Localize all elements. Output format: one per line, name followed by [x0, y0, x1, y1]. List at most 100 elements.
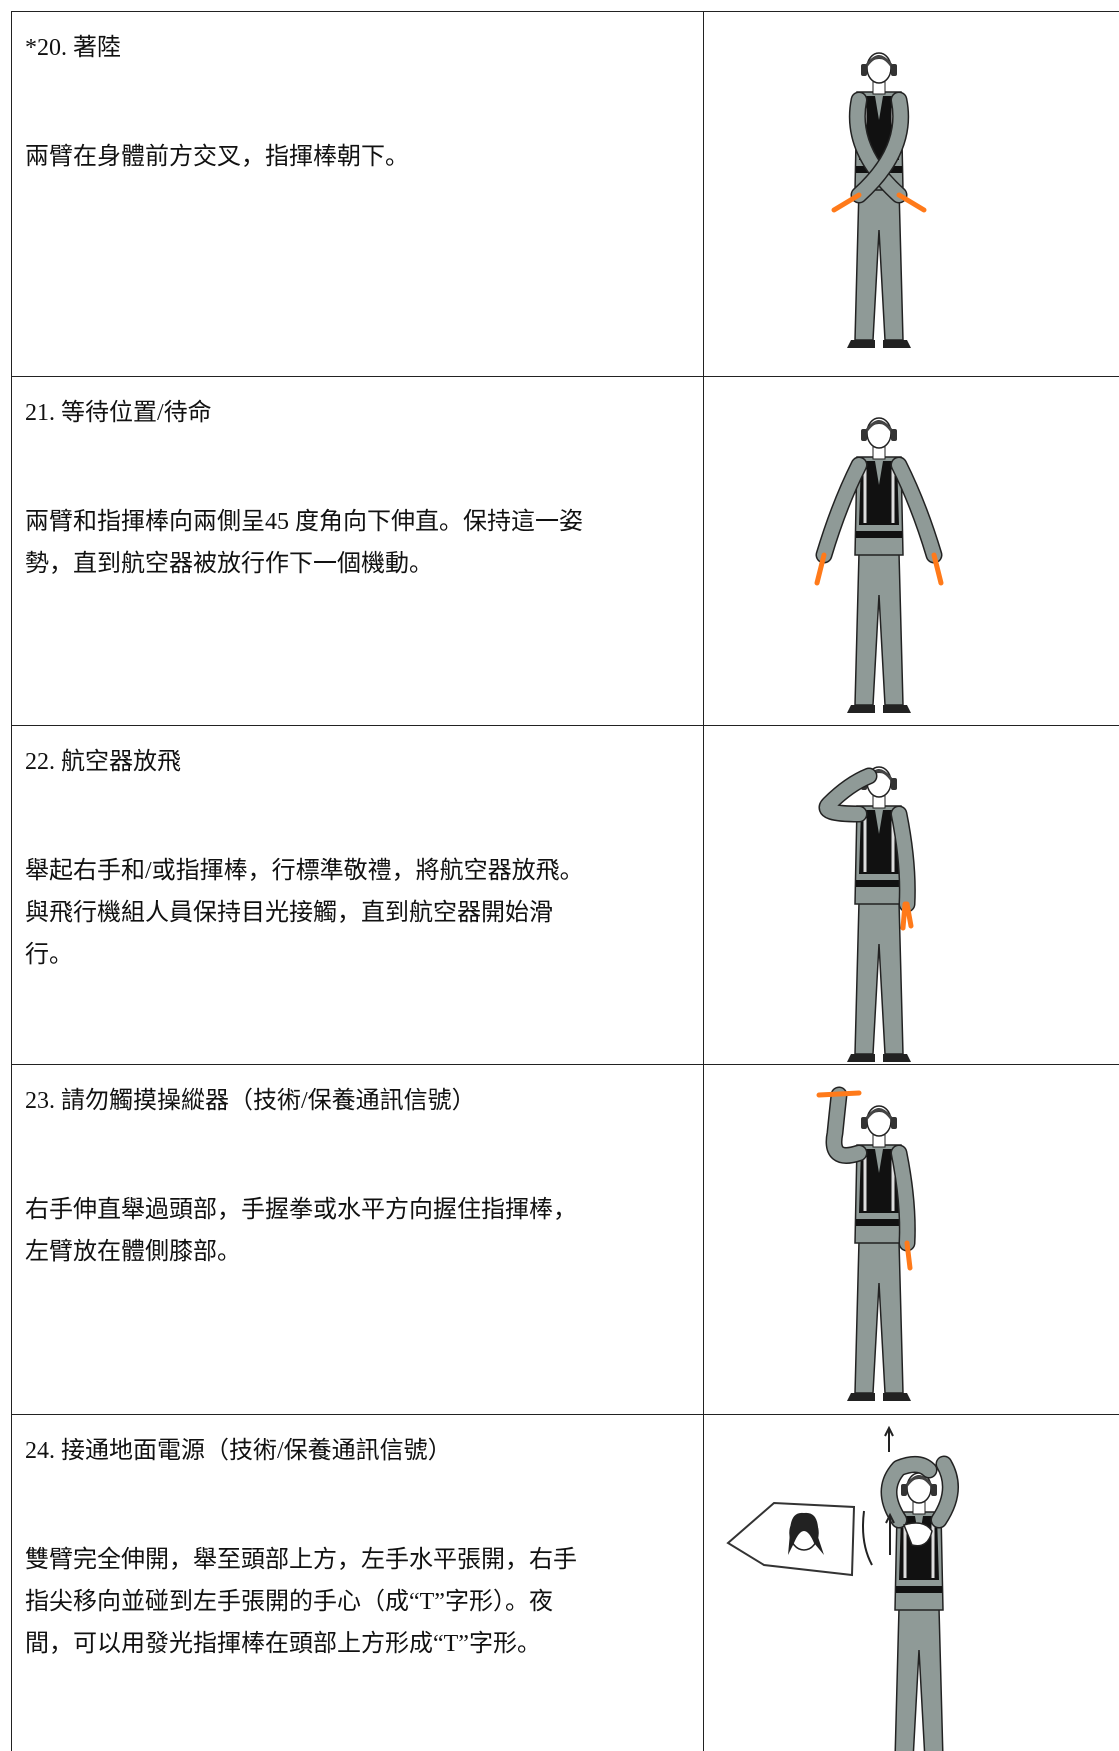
belt [856, 1219, 902, 1226]
headset [863, 420, 895, 434]
figure-cell [704, 1415, 1119, 1751]
headset [863, 55, 895, 69]
description-line: 與飛行機組人員保持目光接觸，直到航空器開始滑 [25, 900, 553, 926]
arrow [884, 1425, 894, 1452]
feet [847, 705, 911, 713]
ear [891, 429, 897, 441]
figure-wrap [816, 1086, 916, 1401]
text-cell: 21. 等待位置/待命兩臂和指揮棒向兩側呈45 度角向下伸直。保持這一姿 勢，直到… [12, 377, 704, 725]
legs [854, 901, 904, 1055]
description-line: 勢，直到航空器被放行作下一個機動。 [25, 551, 433, 577]
legs [854, 552, 904, 706]
belt [896, 1586, 942, 1593]
headset [903, 1475, 935, 1489]
arm [827, 1088, 866, 1163]
text-cell: *20. 著陸兩臂在身體前方交叉，指揮棒朝下。 [12, 12, 704, 376]
description-line: 右手伸直舉過頭部，手握拳或水平方向握住指揮棒， [25, 1197, 577, 1223]
legs [854, 187, 904, 341]
text-cell: 22. 航空器放飛舉起右手和/或指揮棒，行標準敬禮，將航空器放飛。 與飛行機組人員… [12, 726, 704, 1064]
signal-description: 兩臂和指揮棒向兩側呈45 度角向下伸直。保持這一姿 勢，直到航空器被放行作下一個機… [25, 501, 583, 585]
ear [891, 1117, 897, 1129]
description-line: 兩臂在身體前方交叉，指揮棒朝下。 [25, 144, 409, 170]
table-row: 22. 航空器放飛舉起右手和/或指揮棒，行標準敬禮，將航空器放飛。 與飛行機組人員… [11, 725, 1119, 1064]
figure-cell [704, 12, 1119, 376]
table-row: *20. 著陸兩臂在身體前方交叉，指揮棒朝下。 [11, 11, 1119, 376]
description-line: 雙臂完全伸開，舉至頭部上方，左手水平張開，右手 [25, 1547, 577, 1573]
legs [854, 1240, 904, 1394]
description-line: 舉起右手和/或指揮棒，行標準敬禮，將航空器放飛。 [25, 858, 584, 884]
signal-title: 21. 等待位置/待命 [25, 400, 212, 426]
text-cell: 24. 接通地面電源（技術/保養通訊信號） 雙臂完全伸開，舉至頭部上方，左手水平張… [12, 1415, 704, 1751]
figure-wrap [814, 417, 944, 713]
description-line: 指尖移向並碰到左手張開的手心（成“T”字形）。夜 [25, 1589, 553, 1615]
ear [861, 1117, 867, 1129]
arm [882, 1457, 936, 1527]
headset [863, 1108, 895, 1122]
marshaller [814, 417, 944, 713]
ear [861, 429, 867, 441]
wand [904, 901, 914, 929]
divider-marks [862, 1510, 895, 1566]
ear [901, 1484, 907, 1496]
marshaller [818, 766, 916, 1062]
marshaller [816, 1086, 916, 1401]
arm [932, 1457, 958, 1527]
signal-illustration [818, 766, 916, 1062]
vest [859, 461, 899, 525]
wand [814, 552, 827, 586]
ear [931, 1484, 937, 1496]
table-row: 23. 請勿觸摸操縱器（技術/保養通訊信號） 右手伸直舉過頭部，手握拳或水平方向握… [11, 1064, 1119, 1414]
vest [859, 1149, 899, 1213]
signal-description: 右手伸直舉過頭部，手握拳或水平方向握住指揮棒， 左臂放在體側膝部。 [25, 1189, 577, 1273]
signal-title: 23. 請勿觸摸操縱器（技術/保養通訊信號） [25, 1088, 476, 1114]
wand [816, 1090, 862, 1098]
ear [891, 778, 897, 790]
description-line: 行。 [25, 942, 73, 968]
signal-title: *20. 著陸 [25, 35, 121, 61]
feet [847, 1393, 911, 1401]
cockpit-window [726, 1501, 856, 1577]
arm [852, 93, 908, 202]
arm [820, 769, 876, 821]
signal-illustration [726, 1425, 959, 1751]
signal-title: 22. 航空器放飛 [25, 749, 181, 775]
ear [861, 64, 867, 76]
feet [847, 1054, 911, 1062]
description-line: 間，可以用發光指揮棒在頭部上方形成“T”字形。 [25, 1631, 541, 1657]
signal-description: 兩臂在身體前方交叉，指揮棒朝下。 [25, 136, 409, 178]
vest-stripes [863, 463, 895, 523]
feet [847, 340, 911, 348]
figure-wrap [880, 1425, 959, 1751]
table-row: 21. 等待位置/待命兩臂和指揮棒向兩側呈45 度角向下伸直。保持這一姿 勢，直到… [11, 376, 1119, 725]
signal-description: 雙臂完全伸開，舉至頭部上方，左手水平張開，右手 指尖移向並碰到左手張開的手心（成“… [25, 1539, 577, 1665]
description-line: 兩臂和指揮棒向兩側呈45 度角向下伸直。保持這一姿 [25, 509, 583, 535]
hair [867, 420, 891, 429]
arm [850, 93, 906, 202]
signal-description: 舉起右手和/或指揮棒，行標準敬禮，將航空器放飛。 與飛行機組人員保持目光接觸，直到… [25, 850, 584, 976]
legs [894, 1607, 944, 1751]
hands-sketch [902, 1522, 933, 1547]
arm [892, 807, 915, 911]
marshaller [880, 1425, 959, 1751]
description-line: 左臂放在體側膝部。 [25, 1239, 241, 1265]
wand [831, 192, 862, 213]
marshaller [831, 52, 927, 348]
hair [867, 55, 891, 64]
signal-illustration [814, 417, 944, 713]
figure-cell [704, 1065, 1119, 1414]
wand [931, 552, 944, 586]
vest [859, 810, 899, 874]
belt [856, 531, 902, 538]
figure-cell [704, 726, 1119, 1064]
signal-illustration [831, 52, 927, 348]
wand [896, 192, 927, 213]
arm [892, 1146, 915, 1250]
wand [900, 901, 908, 931]
figure-wrap [818, 766, 916, 1062]
hair [867, 1108, 891, 1117]
arm [817, 458, 866, 562]
text-cell: 23. 請勿觸摸操縱器（技術/保養通訊信號） 右手伸直舉過頭部，手握拳或水平方向握… [12, 1065, 704, 1414]
pilot-hair [788, 1512, 824, 1555]
signal-title: 24. 接通地面電源（技術/保養通訊信號） [25, 1438, 452, 1464]
